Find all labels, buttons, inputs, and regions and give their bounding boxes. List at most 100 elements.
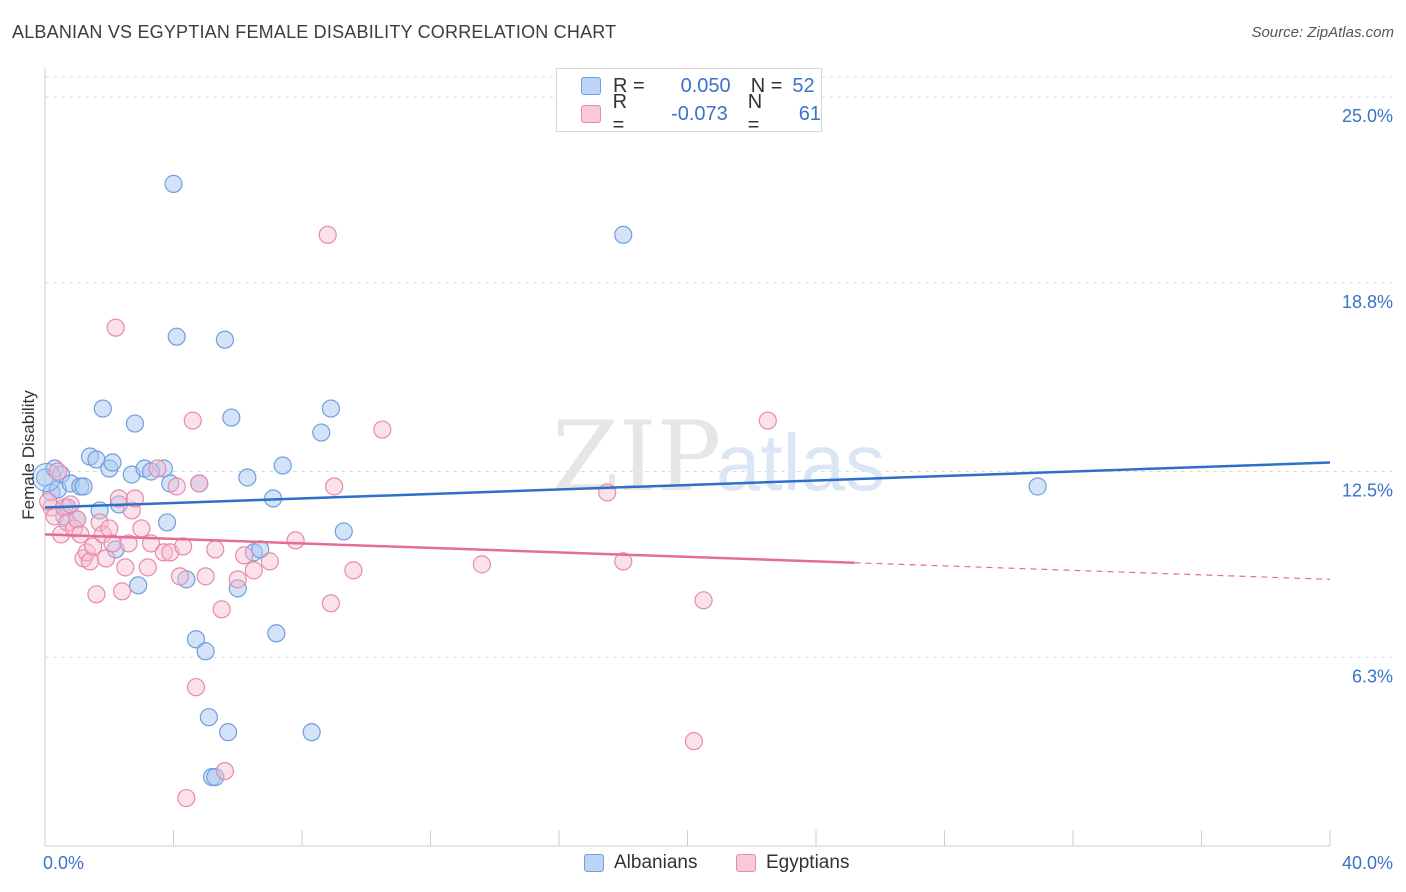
- egyptian-point: [39, 492, 58, 511]
- legend-row-egyptians: R = -0.073 N = 61: [581, 91, 821, 136]
- egyptian-point: [244, 561, 263, 580]
- r-value-albanians: 0.050: [680, 74, 731, 97]
- legend-item-egyptians[interactable]: Egyptians: [736, 852, 849, 874]
- y-tick-label: 25.0%: [1342, 106, 1393, 126]
- egyptian-point: [116, 558, 135, 577]
- egyptians-legend-swatch: [736, 854, 756, 872]
- egyptian-point: [344, 561, 363, 580]
- egyptian-point: [177, 788, 196, 808]
- egyptian-point: [167, 477, 186, 496]
- egyptian-point: [758, 411, 777, 430]
- egyptian-point: [122, 501, 141, 520]
- albanian-point: [215, 330, 234, 349]
- albanian-point: [157, 513, 177, 532]
- egyptian-point: [472, 555, 491, 574]
- albanian-point: [206, 767, 225, 787]
- albanian-point: [302, 723, 321, 742]
- egyptian-point: [228, 570, 247, 589]
- albanian-point: [32, 462, 62, 492]
- albanian-point: [219, 723, 238, 742]
- egyptian-point: [87, 585, 106, 604]
- albanians-points: [32, 174, 1047, 787]
- watermark-atlas: atlas: [716, 418, 885, 507]
- egyptian-point: [106, 318, 125, 337]
- egyptian-point: [84, 537, 103, 556]
- egyptian-point: [186, 678, 206, 697]
- egyptian-point: [96, 549, 116, 568]
- albanians-swatch: [581, 77, 601, 95]
- egyptian-point: [190, 474, 209, 493]
- albanian-point: [334, 522, 353, 541]
- egyptian-point: [325, 477, 344, 496]
- chart-title: ALBANIAN VS EGYPTIAN FEMALE DISABILITY C…: [12, 22, 617, 42]
- source-credit: Source: ZipAtlas.com: [1251, 24, 1394, 41]
- egyptians-points: [39, 225, 777, 808]
- x-tick-label: 0.0%: [43, 853, 84, 873]
- y-tick-label: 6.3%: [1352, 666, 1393, 686]
- trend-lines: [44, 461, 1331, 580]
- y-tick-label: 12.5%: [1342, 481, 1393, 501]
- albanian-point: [129, 576, 148, 595]
- egyptian-point: [212, 600, 231, 619]
- r-label: R =: [612, 91, 628, 136]
- stats-legend: R = 0.050 N = 52 R = -0.073 N = 61: [556, 68, 822, 136]
- egyptian-point: [170, 567, 190, 586]
- albanians-legend-swatch: [584, 854, 604, 872]
- egyptian-point: [80, 552, 100, 571]
- egyptian-point: [68, 510, 87, 529]
- albanian-point: [199, 708, 218, 727]
- egyptian-point: [694, 591, 713, 610]
- egyptian-point: [196, 567, 215, 586]
- egyptian-point: [684, 732, 704, 751]
- egyptian-point: [132, 519, 151, 538]
- r-label: R =: [613, 74, 645, 97]
- n-value-albanians: 52: [792, 74, 815, 97]
- watermark: ZIP atlas: [552, 401, 885, 513]
- y-tick-label: 18.8%: [1342, 292, 1393, 312]
- albanian-point: [222, 408, 241, 427]
- watermark-zip: ZIP: [552, 401, 721, 513]
- legend-row-albanians: R = 0.050 N = 52: [581, 73, 815, 99]
- egyptian-point: [373, 420, 392, 439]
- egyptian-point: [148, 459, 167, 478]
- axes: [44, 68, 1331, 847]
- y-axis-label: Female Disability: [19, 390, 38, 520]
- egyptian-point: [138, 558, 157, 577]
- x-tick-label: 40.0%: [1342, 853, 1393, 873]
- albanian-point: [186, 630, 206, 649]
- egyptian-point: [100, 519, 119, 538]
- albanian-point: [267, 624, 286, 643]
- albanian-point: [164, 174, 183, 193]
- r-value-egyptians: -0.073: [671, 102, 728, 125]
- egyptians-trend-extension: [854, 562, 1331, 580]
- albanian-point: [321, 399, 341, 418]
- egyptian-point: [183, 411, 202, 430]
- albanian-point: [103, 453, 122, 472]
- egyptian-point: [206, 540, 225, 559]
- legend-item-albanians[interactable]: Albanians: [584, 852, 697, 874]
- egyptian-point: [103, 534, 122, 553]
- egyptian-point: [154, 543, 173, 562]
- egyptian-point: [260, 552, 279, 571]
- egyptian-point: [614, 552, 633, 571]
- albanian-point: [1028, 477, 1047, 496]
- albanians-legend-label: Albanians: [614, 852, 698, 873]
- egyptian-point: [318, 225, 337, 244]
- egyptian-point: [174, 537, 193, 556]
- egyptian-point: [215, 761, 234, 781]
- albanian-point: [74, 477, 93, 496]
- albanians-trend-line: [44, 461, 1331, 509]
- albanian-point: [125, 414, 145, 433]
- egyptian-point: [48, 462, 67, 481]
- albanian-point: [273, 456, 292, 475]
- albanian-point: [312, 423, 331, 442]
- egyptian-point: [109, 489, 128, 508]
- albanian-point: [196, 642, 215, 661]
- egyptians-trend-line: [44, 533, 855, 564]
- albanian-point: [93, 399, 112, 418]
- egyptians-legend-label: Egyptians: [766, 852, 850, 873]
- egyptian-point: [61, 495, 80, 514]
- albanian-point: [167, 327, 186, 346]
- egyptian-point: [286, 531, 305, 550]
